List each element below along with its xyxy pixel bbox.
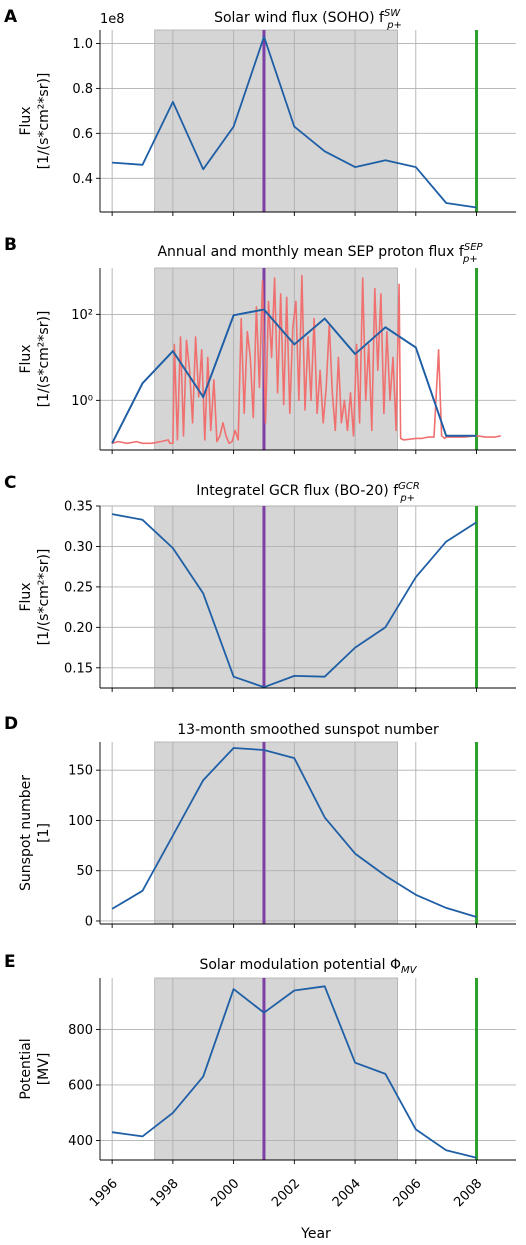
y-tick-label: 1.0 [72,37,93,52]
annual-mean-line [111,985,477,1159]
y-tick-label: 10⁰ [71,394,93,409]
y-axis-label: Flux [1/(s*cm²*sr)] [18,549,52,646]
annual-mean-line-top [111,308,477,444]
panel-letter: B [4,235,17,255]
y-tick-label: 0.20 [64,621,93,636]
y-tick-label: 100 [68,814,93,829]
y-tick-label: 800 [68,1023,93,1038]
shaded-interval [154,977,398,1161]
y-tick-label: 400 [68,1134,93,1149]
panel-C: 0.15 0.20 0.25 0.30 0.35 C Integratel GCR flux… [4,473,516,692]
y-tick-label: 150 [68,764,93,779]
panel-B: 10⁰ 10² B Annual and monthly mean SEP proto… [4,235,516,454]
shaded-interval [154,29,398,213]
panel-letter: A [4,7,18,27]
y-axis-label: Sunspot number [1] [18,775,52,891]
y-tick-label: 0 [85,914,93,929]
y-tick-label: 0.15 [64,661,93,676]
panel-title: Integratel GCR flux (BO-20) fGCR p+ [196,481,420,504]
panel-A: 0.4 0.6 0.8 1.0 1e8 A Solar wind flux (SOHO) f… [4,7,516,216]
monthly-mean-line [111,274,501,445]
panel-title: Annual and monthly mean SEP proton flux … [157,242,483,265]
y-tick-label: 0.30 [64,540,93,555]
annual-mean-line [111,513,477,689]
y-tick-label: 10² [71,308,93,323]
y-axis-label: Flux [1/(s*cm²*sr)] [18,73,52,170]
panel-E: 400 600 800 E Solar modulation potential ΦMV… [4,952,516,1164]
panel-title: 13-month smoothed sunspot number [177,722,439,738]
panel-title: Solar modulation potential ΦMV [199,957,417,976]
x-tick-label: 1998 [148,1176,182,1210]
panel-letter: E [4,952,16,972]
annual-mean-line [111,747,477,918]
y-tick-label: 0.35 [64,500,93,515]
shaded-interval [154,741,398,925]
panel-letter: D [4,714,18,734]
x-axis-label: Year [300,1226,331,1242]
y-tick-label: 0.4 [72,172,93,187]
shaded-interval [154,505,398,689]
y-tick-label: 0.25 [64,580,93,595]
x-tick-label: 2008 [451,1176,485,1210]
y-axis-label: Potential [MV] [18,1038,52,1099]
y-tick-label: 0.8 [72,82,93,97]
x-tick-label: 2004 [330,1176,364,1210]
y-tick-label: 50 [76,864,93,879]
panel-title: Solar wind flux (SOHO) fSW p+ [214,8,402,31]
annual-mean-line [112,35,477,209]
x-tick-label: 2006 [391,1176,425,1210]
x-tick-label: 1996 [87,1176,121,1210]
y-tick-label: 600 [68,1078,93,1093]
offset-label: 1e8 [100,12,125,27]
panel-letter: C [4,473,16,493]
x-tick-label: 2000 [208,1176,242,1210]
panel-D: 0 50 100 150 D 13-month smoothed sunspot numb… [4,714,516,929]
y-tick-label: 0.6 [72,127,93,142]
x-tick-label: 2002 [269,1176,303,1210]
y-axis-label: Flux [1/(s*cm²*sr)] [18,311,52,408]
